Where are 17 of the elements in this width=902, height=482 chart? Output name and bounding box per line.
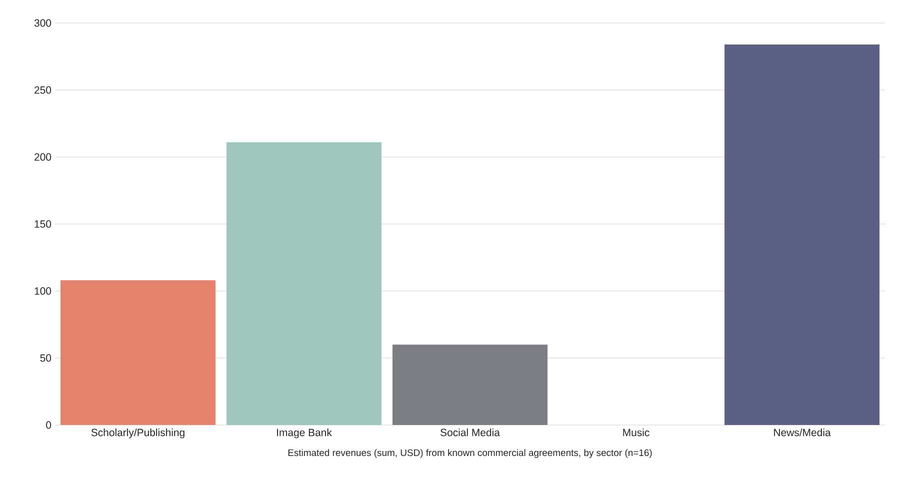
x-tick-label: Social Media — [440, 428, 500, 436]
bar — [392, 344, 548, 425]
y-tick-label: 100 — [34, 287, 52, 295]
x-tick-label: Image Bank — [277, 428, 332, 438]
x-tick-label: Scholarly/Publishing — [91, 428, 184, 438]
x-tick-label: Music — [623, 428, 650, 436]
y-tick-label: 50 — [40, 354, 52, 362]
y-tick-label: 300 — [34, 19, 52, 27]
bar — [724, 44, 880, 425]
y-tick-label: 150 — [34, 220, 52, 228]
x-axis-title: Estimated revenues (sum, USD) from known commercial agreements, by sector (n=16) — [288, 449, 652, 458]
bar — [226, 142, 382, 425]
y-tick-label: 0 — [46, 421, 52, 429]
y-tick-label: 200 — [34, 153, 52, 161]
y-tick-label: 250 — [34, 86, 52, 94]
bar — [60, 280, 216, 425]
x-tick-label: News/Media — [774, 428, 831, 436]
